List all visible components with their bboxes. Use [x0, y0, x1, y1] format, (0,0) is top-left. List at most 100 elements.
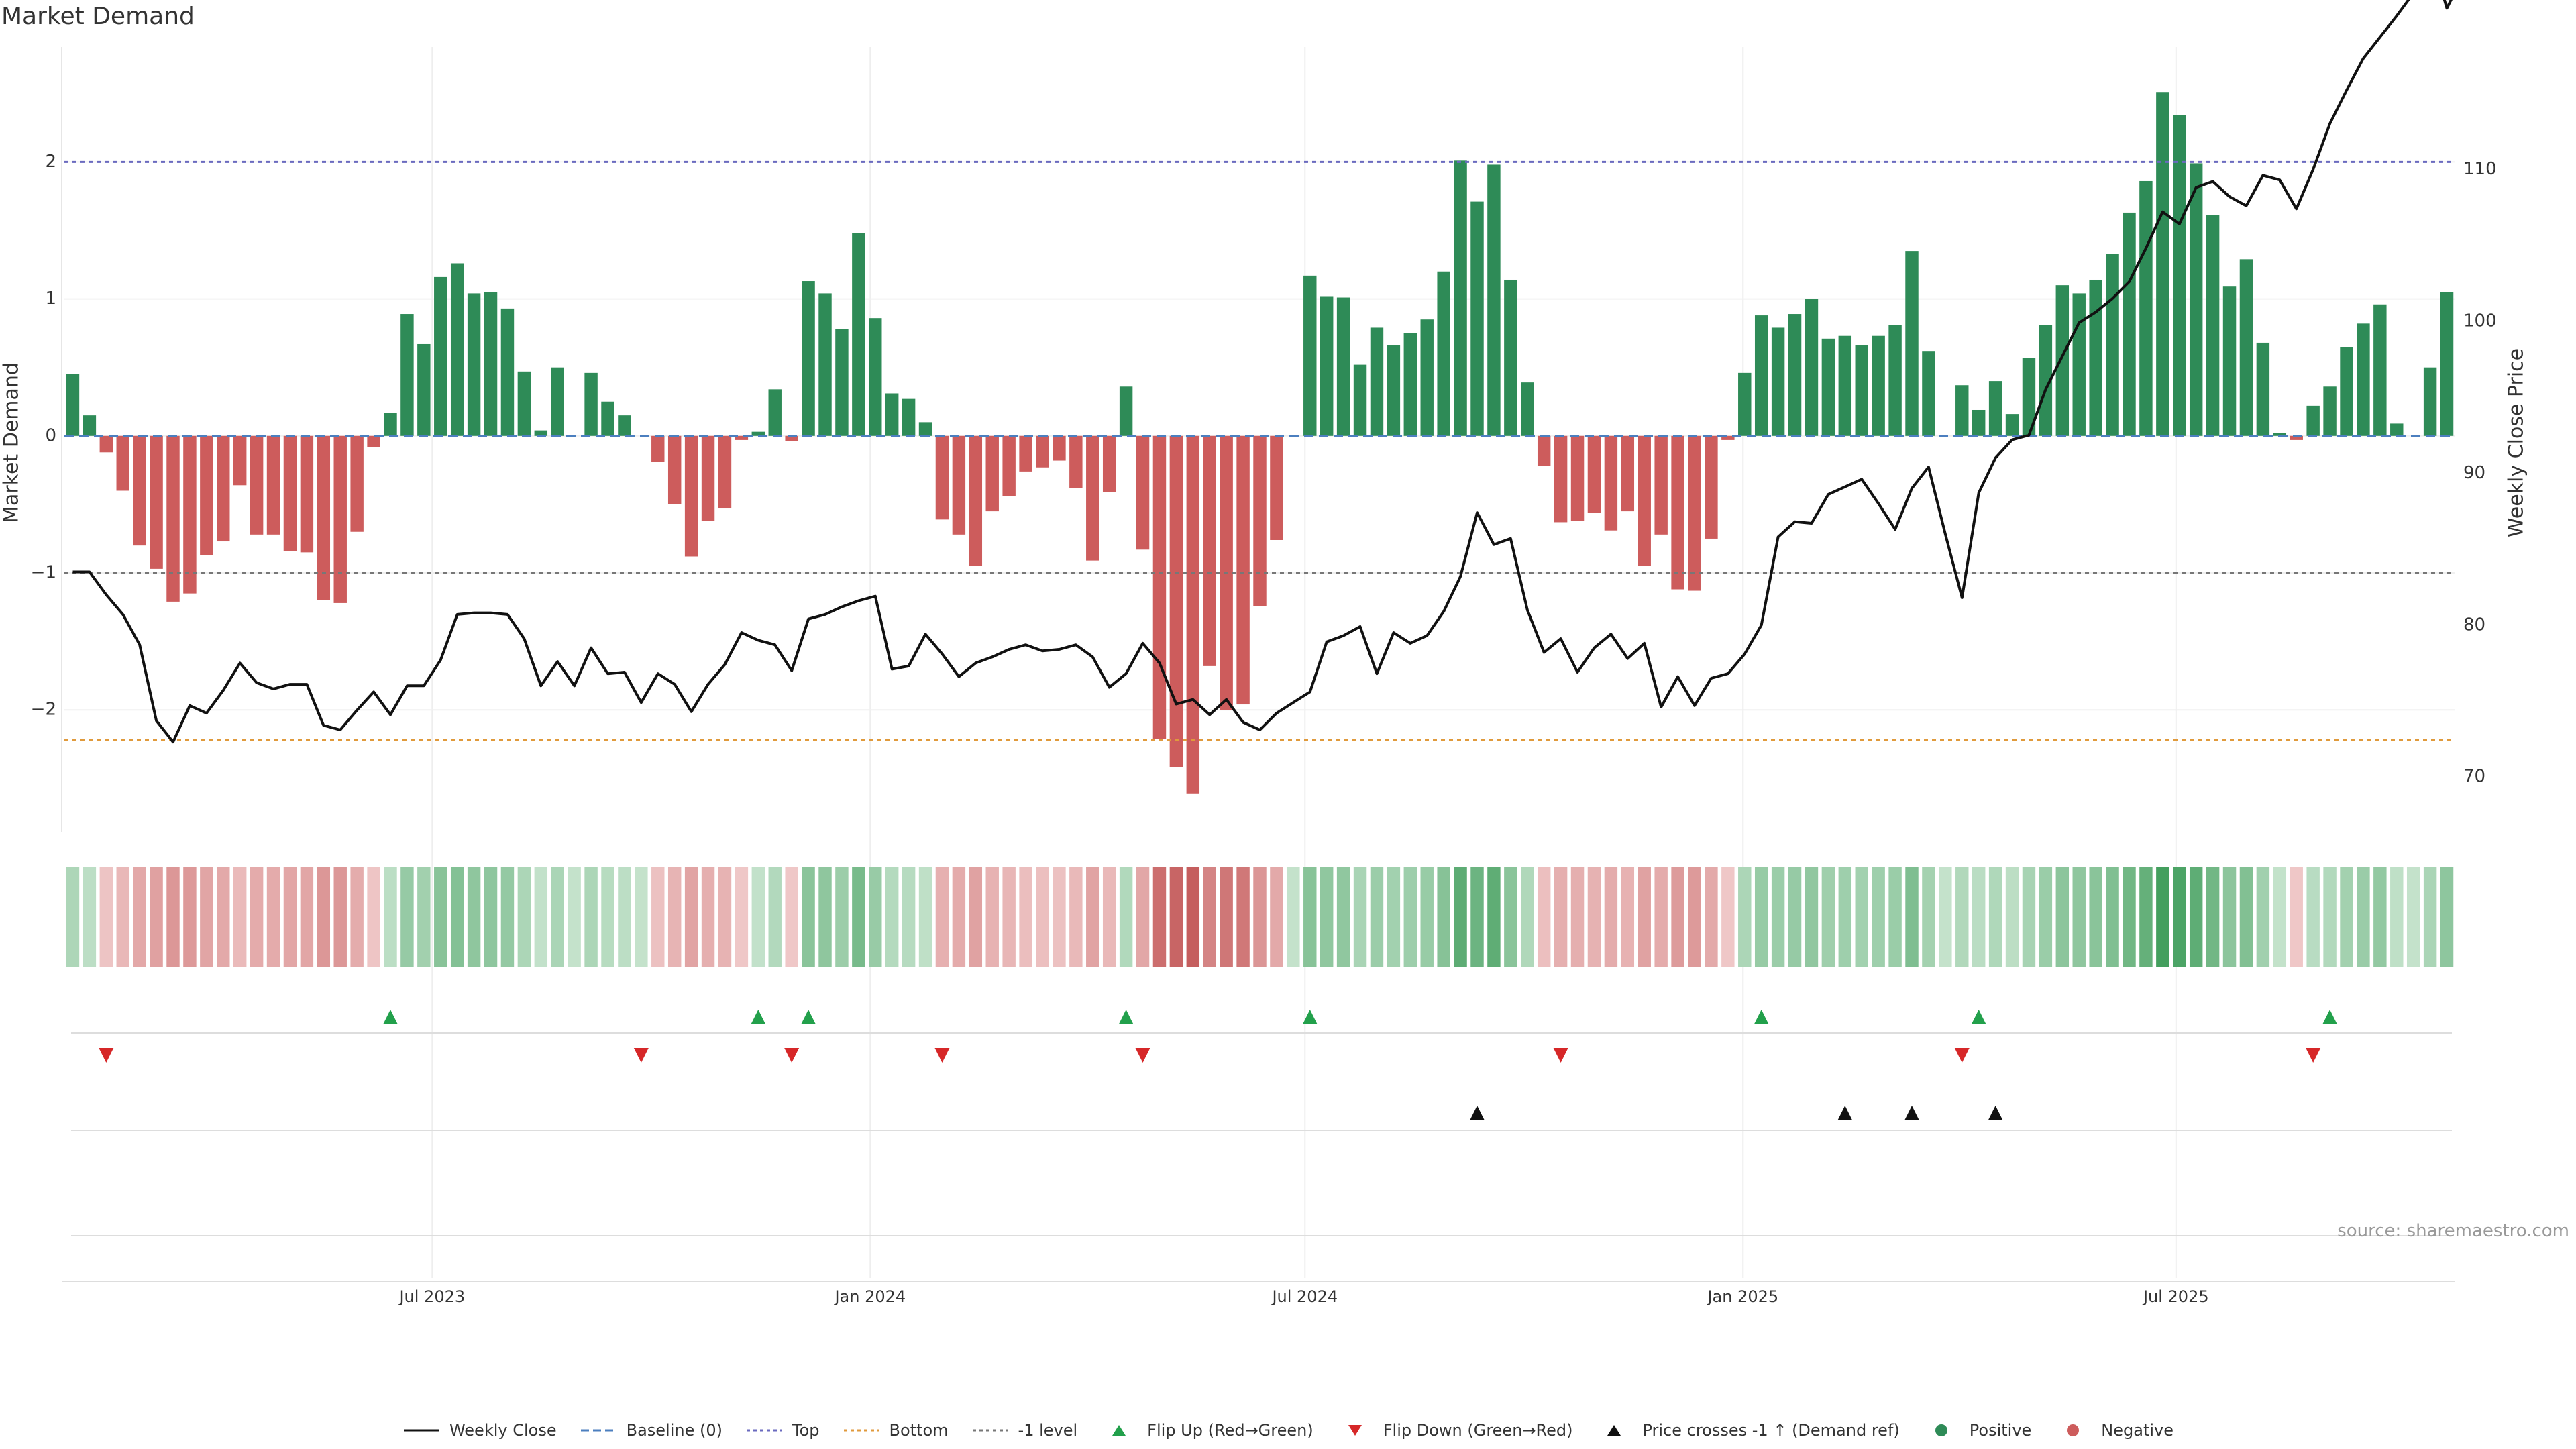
- heat-cell: [434, 867, 447, 967]
- heat-cell: [918, 867, 932, 967]
- heat-cell: [266, 867, 280, 967]
- demand-bar-negative: [1136, 435, 1150, 550]
- demand-bar-negative: [969, 435, 983, 566]
- demand-bar-negative: [217, 435, 230, 542]
- heat-cell: [2390, 867, 2404, 967]
- heat-cell: [83, 867, 97, 967]
- heat-cell: [1353, 867, 1367, 967]
- heat-cell: [1437, 867, 1450, 967]
- heat-cell: [1002, 867, 1016, 967]
- demand-bar-negative: [651, 435, 665, 462]
- heat-cell: [2357, 867, 2370, 967]
- legend-label: Baseline (0): [626, 1421, 722, 1440]
- heat-cell: [1705, 867, 1718, 967]
- demand-bar-negative: [1587, 435, 1601, 513]
- demand-bar-negative: [116, 435, 129, 491]
- demand-bar-negative: [1203, 435, 1216, 666]
- heat-cell: [1336, 867, 1350, 967]
- demand-bar-negative: [1705, 435, 1718, 539]
- demand-bar-negative: [1152, 435, 1167, 739]
- demand-bar-positive: [1119, 386, 1133, 436]
- heat-cell: [635, 867, 648, 967]
- demand-bar-positive: [1838, 335, 1852, 436]
- reference-lines: [64, 160, 2455, 741]
- heat-cell: [1988, 867, 2002, 967]
- legend-label: Top: [792, 1421, 820, 1440]
- heat-cell: [217, 867, 230, 967]
- heat-cell: [551, 867, 564, 967]
- demand-bar-positive: [918, 422, 932, 436]
- heat-cell: [1537, 867, 1551, 967]
- demand-bar-negative: [1236, 435, 1250, 705]
- heat-cell: [2440, 867, 2454, 967]
- heat-cell: [1470, 867, 1484, 967]
- heat-cell: [283, 867, 297, 967]
- demand-bar-positive: [885, 393, 899, 436]
- heat-cell: [1203, 867, 1216, 967]
- demand-bar-positive: [1905, 251, 1919, 436]
- heat-cell: [534, 867, 548, 967]
- heat-cell: [1638, 867, 1651, 967]
- heat-cell: [701, 867, 715, 967]
- heat-cell: [952, 867, 966, 967]
- heat-cell: [1220, 867, 1233, 967]
- heat-cell: [2340, 867, 2353, 967]
- legend-label: Positive: [1969, 1421, 2032, 1440]
- flip-down-marker: [1135, 1048, 1150, 1063]
- heat-cell: [116, 867, 129, 967]
- legend-item-minus1: -1 level: [971, 1421, 1078, 1440]
- heat-cell: [2072, 867, 2086, 967]
- y-tick-label: 1: [45, 288, 56, 309]
- legend-item-cross: Price crosses -1 ↑ (Demand ref): [1595, 1421, 1900, 1440]
- demand-bar-positive: [2055, 285, 2070, 436]
- heat-cell: [1102, 867, 1116, 967]
- demand-bar-positive: [584, 372, 598, 436]
- demand-bar-positive: [2273, 433, 2287, 436]
- heat-cell: [1905, 867, 1919, 967]
- price-line-group: [72, 0, 2453, 744]
- flip-down-marker: [2306, 1048, 2321, 1063]
- demand-bar-positive: [1855, 345, 1868, 436]
- demand-bar-negative: [1169, 435, 1183, 767]
- legend-label: -1 level: [1018, 1421, 1078, 1440]
- legend-item-positive: Positive: [1923, 1421, 2032, 1440]
- heat-cell: [1788, 867, 1802, 967]
- flip-up-marker: [2322, 1010, 2338, 1024]
- flip-down-marker: [934, 1048, 950, 1063]
- demand-bar-positive: [1771, 327, 1785, 436]
- legend-item-top: Top: [745, 1421, 820, 1440]
- demand-bar-negative: [935, 435, 949, 520]
- demand-bar-positive: [1454, 160, 1467, 436]
- heat-cell: [1888, 867, 1902, 967]
- heat-cell: [183, 867, 197, 967]
- flip-up-marker: [1971, 1010, 1986, 1024]
- heat-cell: [233, 867, 247, 967]
- demand-bar-negative: [1086, 435, 1099, 561]
- heat-cell: [1604, 867, 1618, 967]
- grid-layer: [64, 47, 2455, 1278]
- heat-cell: [818, 867, 832, 967]
- heat-cell: [1805, 867, 1819, 967]
- heat-cell: [2139, 867, 2153, 967]
- heat-cell: [768, 867, 782, 967]
- demand-bar-positive: [1470, 201, 1484, 436]
- demand-bar-positive: [2139, 180, 2153, 436]
- legend-label: Price crosses -1 ↑ (Demand ref): [1642, 1421, 1900, 1440]
- x-tick-label: Jan 2024: [833, 1287, 906, 1306]
- legend-item-flip_up: Flip Up (Red→Green): [1100, 1421, 1313, 1440]
- axis-labels: 2 1 0 −1 −2 110 100 90 80 70 Market Demand Weekly C…: [0, 152, 2528, 1306]
- x-tick-label: Jan 2025: [1706, 1287, 1778, 1306]
- demand-bar-negative: [150, 435, 163, 569]
- heat-cell: [1587, 867, 1601, 967]
- heat-cell: [150, 867, 163, 967]
- heat-cell: [1721, 867, 1735, 967]
- heat-cell: [2055, 867, 2070, 967]
- heat-cell: [618, 867, 631, 967]
- heat-cell: [350, 867, 364, 967]
- heat-cell: [2222, 867, 2237, 967]
- heat-cell: [1922, 867, 1935, 967]
- heat-cell: [584, 867, 598, 967]
- demand-bar-positive: [1922, 351, 1935, 436]
- heat-cell: [2423, 867, 2437, 967]
